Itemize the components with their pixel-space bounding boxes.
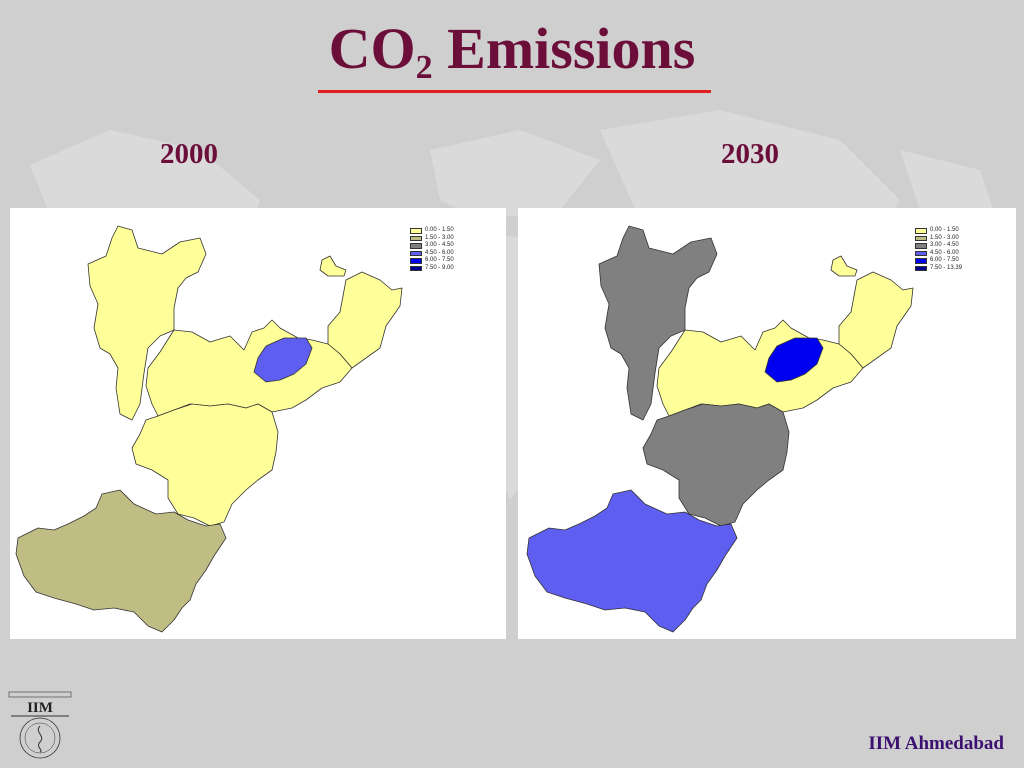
legend-swatch bbox=[915, 265, 927, 271]
title-main: CO bbox=[328, 16, 416, 81]
legend-swatch bbox=[410, 250, 422, 256]
region-south bbox=[526, 489, 738, 633]
legend-item: 4.50 - 6.00 bbox=[410, 250, 454, 258]
region-north bbox=[87, 225, 207, 421]
legend-swatch bbox=[915, 243, 927, 249]
legend-item: 7.50 - 9.00 bbox=[410, 265, 454, 273]
legend-label: 7.50 - 9.00 bbox=[425, 264, 454, 271]
region-hub bbox=[764, 337, 824, 383]
region-northeast bbox=[327, 271, 403, 369]
region-central-south bbox=[131, 403, 279, 527]
legend-label: 4.50 - 6.00 bbox=[930, 249, 959, 256]
iim-logo: IIM bbox=[8, 691, 72, 759]
choropleth-map-2030 bbox=[526, 225, 914, 633]
title-underline bbox=[318, 90, 711, 93]
footer-text: IIM Ahmedabad bbox=[868, 733, 1004, 754]
legend-label: 1.50 - 3.00 bbox=[425, 234, 454, 241]
region-hub bbox=[253, 337, 313, 383]
year-label-2030: 2030 bbox=[721, 138, 779, 170]
legend-item: 1.50 - 3.00 bbox=[915, 235, 962, 243]
legend-item: 6.00 - 7.50 bbox=[915, 257, 962, 265]
legend-swatch bbox=[410, 265, 422, 271]
legend-item: 0.00 - 1.50 bbox=[915, 227, 962, 235]
map-panel-2000: 0.00 - 1.50 1.50 - 3.00 3.00 - 4.50 4.50… bbox=[10, 208, 506, 639]
year-label-2000: 2000 bbox=[160, 138, 218, 170]
legend-2000: 0.00 - 1.50 1.50 - 3.00 3.00 - 4.50 4.50… bbox=[410, 227, 454, 272]
legend-label: 3.00 - 4.50 bbox=[425, 242, 454, 248]
legend-label: 0.00 - 1.50 bbox=[425, 227, 454, 233]
region-island bbox=[830, 255, 858, 277]
title-rest: Emissions bbox=[432, 16, 696, 81]
logo-text: IIM bbox=[27, 700, 53, 716]
legend-swatch bbox=[915, 235, 927, 241]
legend-swatch bbox=[915, 250, 927, 256]
legend-swatch bbox=[410, 258, 422, 264]
legend-label: 3.00 - 4.50 bbox=[930, 242, 959, 248]
legend-swatch bbox=[410, 235, 422, 241]
legend-item: 0.00 - 1.50 bbox=[410, 227, 454, 235]
legend-swatch bbox=[410, 228, 422, 234]
choropleth-map-2000 bbox=[15, 225, 403, 633]
legend-label: 7.50 - 13.39 bbox=[930, 264, 963, 271]
legend-item: 7.50 - 13.39 bbox=[915, 265, 962, 273]
legend-label: 4.50 - 6.00 bbox=[425, 249, 454, 256]
region-central-south bbox=[642, 403, 790, 527]
legend-2030: 0.00 - 1.50 1.50 - 3.00 3.00 - 4.50 4.50… bbox=[915, 227, 962, 272]
legend-swatch bbox=[410, 243, 422, 249]
region-north bbox=[598, 225, 718, 421]
title-subscript: 2 bbox=[415, 49, 433, 86]
legend-item: 3.00 - 4.50 bbox=[915, 242, 962, 250]
legend-label: 1.50 - 3.00 bbox=[930, 234, 959, 241]
legend-label: 6.00 - 7.50 bbox=[930, 257, 959, 263]
legend-item: 1.50 - 3.00 bbox=[410, 235, 454, 243]
region-northeast bbox=[838, 271, 914, 369]
legend-item: 6.00 - 7.50 bbox=[410, 257, 454, 265]
legend-swatch bbox=[915, 228, 927, 234]
region-central bbox=[656, 319, 864, 417]
legend-swatch bbox=[915, 258, 927, 264]
legend-item: 3.00 - 4.50 bbox=[410, 242, 454, 250]
region-central bbox=[145, 319, 353, 417]
map-panel-2030: 0.00 - 1.50 1.50 - 3.00 3.00 - 4.50 4.50… bbox=[518, 208, 1016, 639]
region-island bbox=[319, 255, 347, 277]
legend-label: 6.00 - 7.50 bbox=[425, 257, 454, 263]
slide-title: CO2 Emissions bbox=[0, 14, 1024, 86]
legend-item: 4.50 - 6.00 bbox=[915, 250, 962, 258]
region-south bbox=[15, 489, 227, 633]
legend-label: 0.00 - 1.50 bbox=[930, 227, 959, 233]
